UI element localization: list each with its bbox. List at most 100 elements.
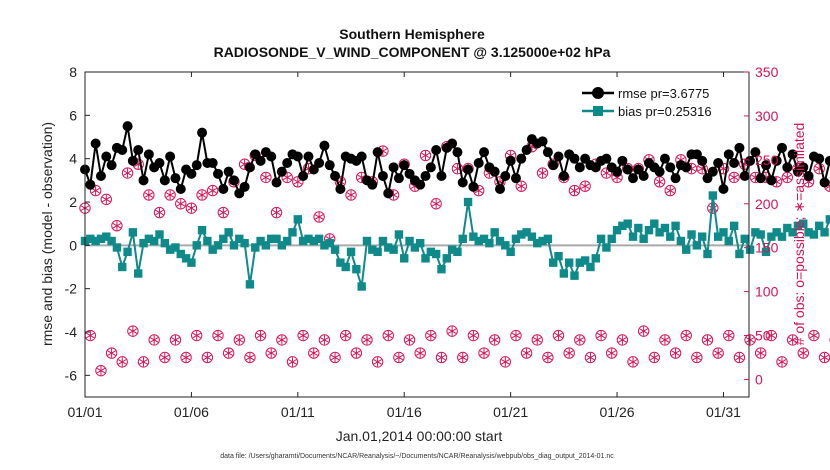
- obs-assimilated-point: [564, 348, 574, 358]
- obs-assimilated-point: [713, 348, 723, 358]
- series-rmse: [80, 121, 830, 199]
- bias-point: [128, 228, 138, 237]
- y-tick-left-label: 6: [69, 107, 77, 123]
- obs-possible-point: [435, 351, 448, 364]
- rmse-point: [106, 160, 117, 171]
- obs-assimilated-point: [266, 348, 276, 358]
- obs-possible-point: [595, 329, 607, 342]
- rmse-point: [218, 184, 229, 194]
- obs-assimilated-point: [607, 348, 616, 358]
- bias-point: [267, 234, 276, 244]
- bias-point: [447, 245, 457, 254]
- obs-assimilated-point: [384, 330, 393, 341]
- bias-point: [522, 228, 531, 237]
- obs-possible-point: [371, 356, 384, 368]
- obs-possible-point: [755, 347, 767, 359]
- obs-possible-point: [270, 206, 283, 219]
- bias-point: [783, 223, 792, 233]
- rmse-point: [367, 179, 378, 190]
- obs-possible-point: [728, 171, 740, 184]
- rmse-point: [415, 179, 426, 190]
- obs-possible-point: [329, 351, 341, 364]
- obs-assimilated-point: [788, 335, 797, 345]
- bias-point: [251, 243, 260, 252]
- obs-possible-point: [536, 167, 549, 179]
- bias-point: [362, 236, 372, 246]
- obs-possible-point: [531, 334, 543, 346]
- obs-assimilated-point: [330, 352, 340, 363]
- rmse-point: [319, 140, 330, 151]
- bias-point: [405, 236, 414, 246]
- bias-point: [320, 241, 329, 250]
- y-axis-right-label: # of obs: o=possible; ∗=assimilated: [791, 123, 807, 346]
- obs-assimilated-point: [341, 330, 350, 341]
- rmse-point: [191, 160, 202, 171]
- bias-point: [213, 241, 223, 250]
- bias-point: [612, 225, 622, 235]
- y-tick-right-label: 200: [755, 196, 779, 212]
- bias-point: [559, 269, 569, 278]
- rmse-point: [707, 166, 718, 177]
- bias-point: [229, 241, 239, 250]
- bias-point: [682, 245, 691, 254]
- obs-assimilated-point: [208, 185, 217, 196]
- bias-point: [697, 232, 707, 241]
- bias-point: [123, 247, 132, 257]
- bias-point: [751, 228, 760, 237]
- rmse-point: [377, 171, 388, 181]
- rmse-point: [670, 173, 681, 184]
- x-axis: 01/01 01/06 01/11 01/16 01/21 01/26 01/31: [67, 72, 741, 420]
- rmse-point: [213, 168, 224, 179]
- rmse-point: [479, 147, 490, 158]
- obs-possible-point: [419, 149, 432, 162]
- obs-possible-point: [669, 347, 682, 359]
- bias-point: [554, 251, 563, 261]
- obs-assimilated-point: [256, 330, 265, 341]
- obs-assimilated-point: [756, 348, 765, 358]
- obs-possible-point: [340, 329, 352, 342]
- obs-possible-point: [137, 356, 150, 368]
- obs-assimilated-point: [421, 150, 430, 161]
- bias-point: [309, 236, 318, 246]
- bias-point: [660, 223, 670, 233]
- bias-point: [639, 234, 648, 244]
- rmse-point: [463, 164, 474, 175]
- rmse-point: [814, 153, 825, 164]
- obs-assimilated-point: [580, 181, 590, 191]
- obs-assimilated-point: [660, 335, 670, 345]
- obs-assimilated-point: [96, 366, 106, 376]
- rmse-point: [638, 171, 649, 181]
- obs-possible-point: [542, 351, 554, 364]
- obs-assimilated-point: [783, 172, 792, 183]
- y-tick-left-label: -6: [65, 367, 78, 383]
- x-tick-label: 01/06: [174, 404, 209, 420]
- rmse-point: [761, 160, 772, 171]
- obs-possible-point: [308, 347, 320, 359]
- bias-point: [389, 245, 398, 254]
- bias-point: [235, 234, 244, 244]
- obs-possible-point: [100, 193, 112, 206]
- obs-assimilated-point: [373, 357, 382, 367]
- bias-point: [586, 262, 595, 272]
- bias-point: [777, 232, 787, 241]
- obs-possible-point: [206, 184, 219, 197]
- bias-point: [282, 236, 292, 246]
- x-axis-label: Jan.01,2014 00:00:00 start: [336, 428, 503, 444]
- bias-point: [788, 228, 797, 237]
- rmse-point: [383, 188, 394, 199]
- bias-point: [490, 228, 499, 237]
- obs-assimilated-point: [575, 335, 585, 345]
- obs-assimilated-point: [165, 190, 175, 200]
- obs-assimilated-point: [820, 352, 829, 363]
- bias-point: [118, 262, 127, 272]
- obs-possible-point: [297, 329, 309, 342]
- obs-assimilated-point: [149, 335, 159, 345]
- bias-point: [719, 228, 728, 237]
- obs-assimilated-point: [155, 207, 164, 218]
- obs-possible-point: [153, 206, 166, 219]
- obs-possible-point: [254, 329, 267, 342]
- rmse-point: [143, 149, 154, 160]
- obs-assimilated-point: [102, 194, 111, 204]
- bias-point: [86, 234, 95, 244]
- bias-point: [724, 236, 733, 246]
